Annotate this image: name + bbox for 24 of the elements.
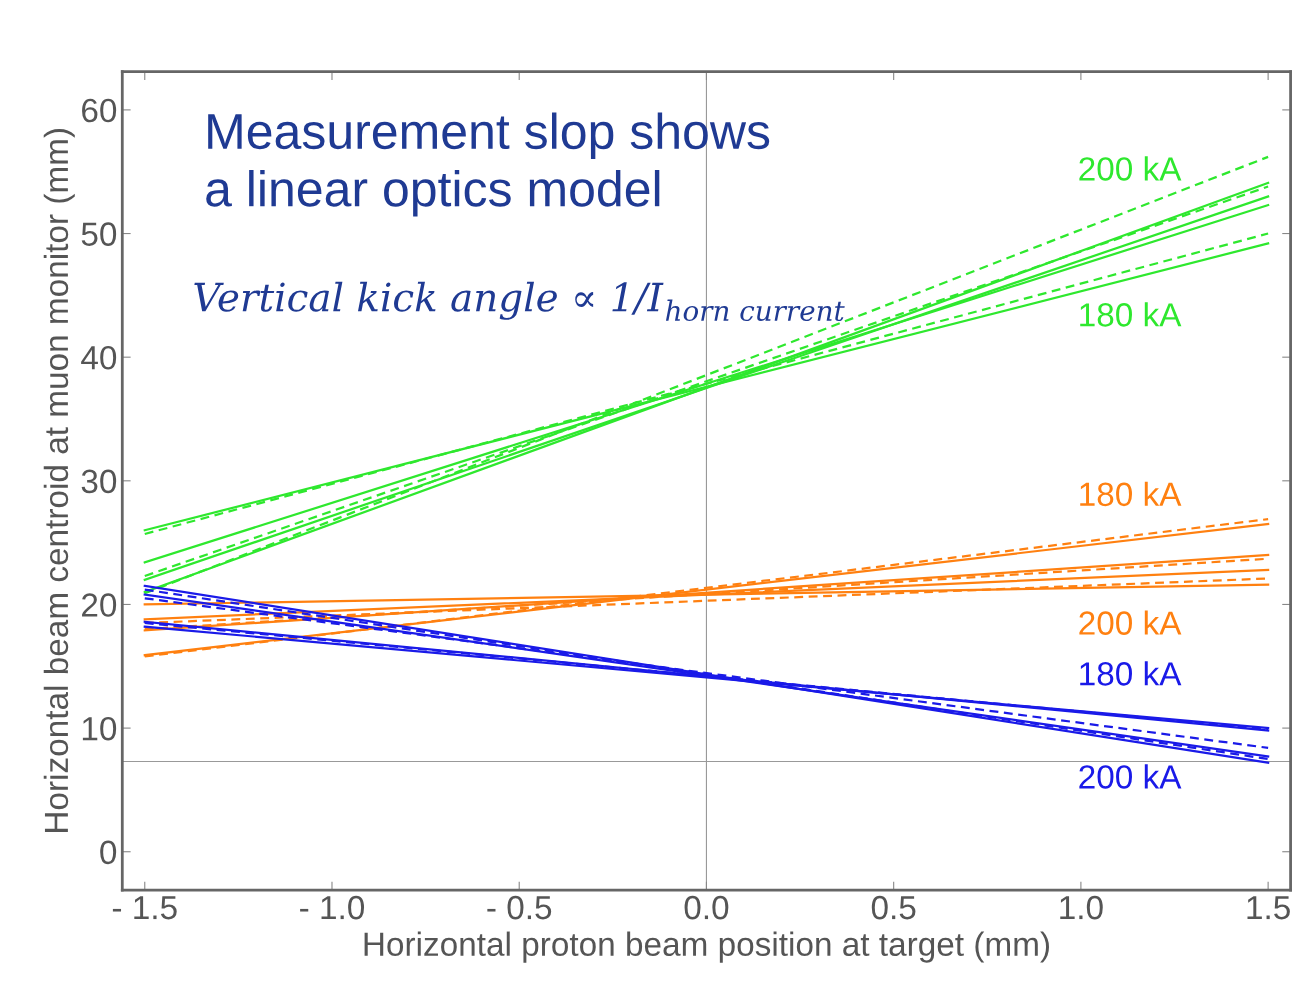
annotation: Vertical kick angle ∝ 1/Ihorn current — [194, 281, 845, 322]
y-tick-label: 10 — [82, 716, 117, 741]
series-label: 180 kA — [1080, 661, 1182, 686]
x-tick-label: 0.0 — [684, 895, 729, 920]
series-label: 200 kA — [1079, 156, 1182, 181]
y-tick-label: 0 — [100, 840, 117, 865]
x-tick-label: - 0.5 — [487, 895, 552, 920]
x-axis-title: Horizontal proton beam position at target (mm) — [364, 931, 1049, 963]
series-label: 180 kA — [1080, 481, 1182, 507]
annotation: Measurement slop shows a linear optics model — [206, 112, 770, 217]
x-tick-label: 1.5 — [1247, 896, 1290, 920]
y-axis-title: Horizontal beam centroid at muon monitor (mm) — [43, 129, 75, 832]
series-label: 200 kA — [1079, 610, 1182, 635]
series-label: 200 kA — [1079, 764, 1182, 789]
x-tick-label: - 1.5 — [112, 896, 177, 920]
x-tick-label: 1.0 — [1060, 895, 1103, 920]
y-tick-label: 30 — [81, 469, 117, 494]
y-tick-label: 50 — [81, 222, 117, 246]
y-tick-label: 20 — [82, 593, 117, 617]
y-tick-label: 60 — [82, 98, 117, 123]
series-label: 180 kA — [1080, 302, 1182, 327]
x-tick-label: 0.5 — [871, 895, 916, 920]
y-tick-label: 40 — [81, 345, 117, 370]
x-tick-label: - 1.0 — [300, 895, 365, 920]
